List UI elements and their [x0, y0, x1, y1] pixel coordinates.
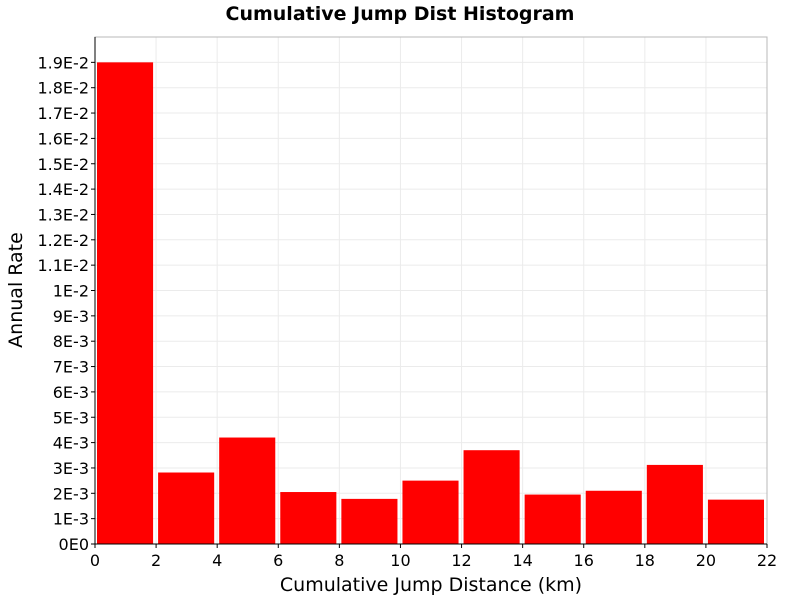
- x-tick-label: 12: [451, 551, 471, 570]
- y-tick-label: 1.8E-2: [37, 79, 89, 98]
- x-tick-label: 0: [90, 551, 100, 570]
- y-tick-label: 8E-3: [53, 332, 89, 351]
- y-tick-label: 1E-3: [53, 510, 89, 529]
- histogram-bar: [158, 472, 215, 544]
- histogram-bar: [280, 492, 337, 544]
- histogram-bar: [341, 498, 398, 544]
- histogram-bar: [402, 480, 459, 544]
- y-tick-label: 0E0: [59, 535, 89, 554]
- histogram-bar: [97, 62, 154, 544]
- y-tick-label: 1.5E-2: [37, 155, 89, 174]
- y-tick-label: 7E-3: [53, 358, 89, 377]
- y-axis-label: Annual Rate: [5, 232, 27, 348]
- x-tick-label: 4: [212, 551, 222, 570]
- x-tick-label: 18: [635, 551, 655, 570]
- y-tick-label: 2E-3: [53, 484, 89, 503]
- bar-layer: [97, 62, 764, 544]
- x-tick-label: 2: [151, 551, 161, 570]
- x-tick-label: 20: [696, 551, 716, 570]
- y-tick-label: 1E-2: [53, 282, 89, 301]
- histogram-bar: [524, 494, 581, 544]
- x-tick-label: 10: [390, 551, 410, 570]
- x-tick-label: 8: [334, 551, 344, 570]
- y-tick-label: 6E-3: [53, 383, 89, 402]
- histogram-bar: [219, 437, 276, 544]
- histogram-bar: [646, 464, 703, 544]
- x-tick-layer: 0 2 4 6 8 10 12 14 16 18 20 22: [90, 544, 777, 570]
- y-tick-label: 1.4E-2: [37, 180, 89, 199]
- histogram-bar: [463, 450, 520, 544]
- y-tick-label: 4E-3: [53, 434, 89, 453]
- y-tick-label: 1.3E-2: [37, 205, 89, 224]
- x-tick-label: 22: [757, 551, 777, 570]
- y-tick-label: 1.6E-2: [37, 129, 89, 148]
- x-tick-label: 16: [574, 551, 594, 570]
- y-tick-label: 3E-3: [53, 459, 89, 478]
- histogram-bar: [585, 490, 642, 544]
- x-axis-label: Cumulative Jump Distance (km): [280, 574, 582, 596]
- y-tick-label: 1.2E-2: [37, 231, 89, 250]
- y-tick-label: 5E-3: [53, 408, 89, 427]
- x-tick-label: 6: [273, 551, 283, 570]
- y-tick-layer: 0E0 1E-3 2E-3 3E-3 4E-3 5E-3 6E-3 7E-3 8E-3 9E-3 1…: [37, 53, 95, 554]
- histogram-bar: [707, 499, 764, 544]
- y-tick-label: 1.9E-2: [37, 53, 89, 72]
- y-tick-label: 1.7E-2: [37, 104, 89, 123]
- y-tick-label: 1.1E-2: [37, 256, 89, 275]
- chart-title: Cumulative Jump Dist Histogram: [226, 3, 575, 25]
- y-tick-label: 9E-3: [53, 307, 89, 326]
- x-tick-label: 14: [512, 551, 532, 570]
